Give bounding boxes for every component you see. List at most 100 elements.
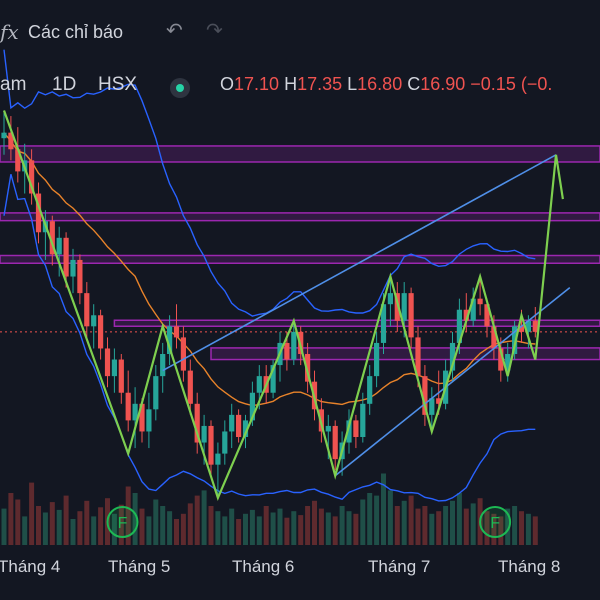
volume-bar bbox=[139, 508, 145, 545]
volume-bar bbox=[401, 500, 407, 545]
volume-bar bbox=[470, 503, 476, 545]
indicators-icon[interactable]: ƒx bbox=[0, 20, 19, 44]
volume-bar bbox=[167, 511, 173, 545]
candle-body bbox=[91, 315, 97, 327]
toolbar: ƒx Các chỉ báo ↶ ↷ bbox=[0, 0, 600, 62]
x-tick-label: Tháng 8 bbox=[498, 557, 561, 576]
volume-bar bbox=[394, 506, 400, 545]
volume-bar bbox=[353, 513, 359, 545]
volume-bar bbox=[29, 482, 35, 545]
open-label: O bbox=[220, 74, 235, 94]
candle-body bbox=[408, 293, 414, 338]
volume-bar bbox=[325, 512, 331, 545]
volume-bar bbox=[42, 512, 48, 545]
candle-body bbox=[187, 370, 193, 404]
candle-body bbox=[284, 342, 290, 360]
candle-body bbox=[104, 348, 111, 377]
candle-body bbox=[229, 414, 235, 432]
candle-body bbox=[415, 337, 421, 377]
candle-body bbox=[35, 193, 42, 233]
candle-body bbox=[256, 376, 262, 393]
volume-bar bbox=[270, 512, 276, 545]
volume-bar bbox=[84, 500, 90, 545]
candle-body bbox=[436, 398, 442, 404]
candle-body bbox=[160, 354, 166, 377]
candle-body bbox=[518, 326, 525, 332]
zigzag-line bbox=[2, 110, 564, 502]
volume-bar bbox=[415, 508, 421, 545]
volume-bar bbox=[22, 516, 28, 545]
f-marker bbox=[106, 506, 139, 538]
volume-bar bbox=[91, 516, 97, 545]
volume-bar bbox=[360, 499, 366, 545]
volume-bar bbox=[374, 495, 380, 545]
volume-bar bbox=[15, 499, 21, 545]
candle-body bbox=[15, 149, 21, 172]
x-tick-label: Tháng 7 bbox=[368, 557, 431, 576]
candle-body bbox=[56, 237, 62, 255]
redo-icon[interactable]: ↷ bbox=[206, 20, 223, 42]
volume-bar bbox=[208, 506, 214, 545]
volume-bar bbox=[332, 516, 338, 545]
volume-bar bbox=[263, 506, 269, 545]
exchange[interactable]: HSX bbox=[98, 74, 138, 95]
candle-body bbox=[305, 354, 311, 382]
candle-body bbox=[118, 359, 124, 393]
moving-average bbox=[3, 132, 536, 407]
volume-bar bbox=[132, 493, 138, 545]
volume-bar bbox=[36, 506, 41, 545]
volume-bar bbox=[194, 495, 200, 545]
volume-bar bbox=[146, 516, 152, 545]
volume-bar bbox=[491, 513, 497, 545]
volume-bar bbox=[505, 508, 511, 545]
ohlc-values: O17.10 H17.35 L16.80 C16.90 −0.15 (−0. bbox=[220, 74, 552, 95]
candle-body bbox=[525, 320, 531, 332]
volume-bar bbox=[429, 513, 435, 545]
volume-bar bbox=[63, 495, 69, 545]
volume-bar bbox=[201, 490, 207, 545]
candle-body bbox=[456, 309, 462, 343]
candle-body bbox=[132, 403, 138, 421]
volume-bar bbox=[291, 511, 297, 545]
volume-bar bbox=[422, 506, 428, 545]
candle-body bbox=[153, 376, 159, 410]
volume-bar bbox=[118, 504, 124, 545]
indicators-button[interactable]: Các chỉ báo bbox=[28, 22, 124, 42]
volume-bar bbox=[153, 499, 159, 545]
volume-bar bbox=[222, 516, 228, 545]
symbol-name[interactable]: am bbox=[0, 74, 27, 95]
candle-body bbox=[84, 293, 90, 327]
undo-icon[interactable]: ↶ bbox=[166, 20, 183, 42]
horizontal-zone bbox=[210, 347, 600, 361]
candle-body bbox=[353, 420, 359, 437]
candle-body bbox=[512, 326, 518, 354]
volume-bar bbox=[98, 507, 104, 545]
volume-bar bbox=[318, 508, 324, 545]
volume-bar bbox=[298, 515, 304, 545]
volume-bar bbox=[456, 493, 462, 545]
candle-body bbox=[484, 304, 490, 327]
horizontal-zone bbox=[113, 319, 600, 327]
close-label: C bbox=[407, 74, 421, 94]
market-status-icon bbox=[170, 78, 190, 98]
volume-bar bbox=[484, 511, 490, 545]
candle-body bbox=[332, 425, 338, 460]
timeframe[interactable]: 1D bbox=[52, 74, 77, 95]
volume-bar bbox=[236, 519, 242, 545]
candle-body bbox=[29, 160, 35, 194]
candle-body bbox=[139, 403, 145, 432]
candle-body bbox=[491, 326, 497, 349]
candle-body bbox=[111, 359, 117, 377]
low-value: 16.80 bbox=[357, 74, 403, 94]
volume-bar bbox=[346, 511, 352, 545]
high-label: H bbox=[284, 74, 298, 94]
candle-body bbox=[8, 132, 14, 150]
volume-bar bbox=[312, 500, 317, 545]
candle-body bbox=[429, 398, 435, 415]
candle-body bbox=[208, 425, 214, 465]
candle-body bbox=[1, 132, 7, 139]
volume-bar bbox=[284, 517, 290, 545]
volume-bar bbox=[8, 493, 14, 545]
candle-body bbox=[167, 326, 173, 354]
